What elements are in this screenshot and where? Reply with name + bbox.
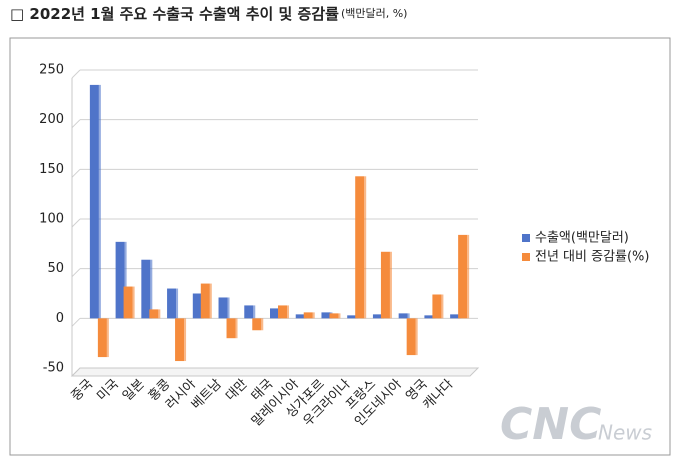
- y-tick-label: 150: [39, 162, 64, 177]
- x-tick-label: 베트남: [189, 377, 225, 413]
- bar: [347, 315, 357, 319]
- grid-line: [71, 119, 81, 129]
- x-tick-label: 중국: [69, 377, 97, 405]
- x-tick-label: 캐나다: [420, 377, 456, 413]
- bar-side: [227, 297, 230, 319]
- legend-swatch: [522, 253, 530, 261]
- bar-side: [235, 318, 238, 339]
- y-tick-label: 0: [56, 311, 64, 326]
- y-tick-label: 100: [39, 212, 64, 227]
- watermark-main: CNC: [500, 399, 601, 450]
- bar: [380, 251, 390, 319]
- y-tick-label: 200: [39, 112, 64, 127]
- title-unit: (백만달러, %): [341, 7, 408, 20]
- grid-line: [71, 268, 81, 278]
- bar-side: [124, 241, 127, 319]
- grid-line: [71, 168, 81, 178]
- chart-title: □ 2022년 1월 주요 수출국 수출액 추이 및 증감률 (백만달러, %): [10, 5, 407, 23]
- bar-side: [209, 283, 212, 319]
- legend-label: 전년 대비 증감률(%): [535, 250, 649, 265]
- bar: [192, 293, 202, 319]
- bar: [406, 318, 416, 356]
- grid-line: [71, 69, 81, 79]
- bar: [295, 314, 305, 319]
- bar-side: [176, 288, 179, 319]
- watermark-sub: News: [598, 421, 652, 445]
- bar: [424, 315, 434, 319]
- bar: [123, 286, 133, 319]
- bar-side: [150, 259, 153, 319]
- bar-side: [389, 251, 392, 319]
- bar: [329, 313, 339, 319]
- bar: [244, 305, 254, 319]
- bar-side: [467, 234, 470, 319]
- grid-line: [71, 218, 81, 228]
- x-tick-label: 일본: [120, 377, 148, 405]
- bar: [303, 312, 313, 319]
- bar: [252, 318, 262, 331]
- bar: [355, 176, 365, 319]
- bar: [175, 318, 185, 362]
- bar-side: [106, 318, 109, 358]
- bar-side: [338, 313, 341, 319]
- bar: [97, 318, 107, 358]
- bar-side: [415, 318, 418, 356]
- watermark: CNC News: [500, 399, 652, 450]
- bar-side: [407, 313, 410, 319]
- bar: [398, 313, 408, 319]
- bar: [141, 259, 151, 319]
- bar-side: [98, 84, 101, 319]
- bar-side: [287, 305, 289, 319]
- bar-side: [261, 318, 264, 331]
- chart-frame: [9, 37, 671, 456]
- bar-side: [312, 312, 315, 319]
- bar: [115, 241, 125, 319]
- bar-side: [158, 309, 161, 319]
- bar: [372, 314, 382, 319]
- title-main: □ 2022년 1월 주요 수출국 수출액 추이 및 증감률: [10, 5, 339, 23]
- x-tick-label: 대만: [223, 377, 251, 405]
- bar-side: [132, 286, 135, 319]
- legend-swatch: [522, 234, 530, 242]
- x-tick-label: 미국: [94, 377, 122, 405]
- bar: [167, 288, 177, 319]
- grid-line: [71, 317, 81, 327]
- bar-side: [364, 176, 367, 319]
- bar: [270, 308, 279, 319]
- bar: [321, 312, 331, 319]
- bar: [200, 283, 210, 319]
- bar: [149, 309, 159, 319]
- y-tick-label: 50: [47, 261, 64, 276]
- bar-side: [253, 305, 256, 319]
- bar: [226, 318, 236, 339]
- bar-side: [441, 294, 444, 319]
- legend-label: 수출액(백만달러): [535, 231, 629, 246]
- bar: [458, 234, 468, 319]
- y-tick-label: -50: [43, 361, 64, 376]
- bar: [218, 297, 228, 319]
- floor: [70, 367, 480, 377]
- bar: [450, 314, 460, 319]
- bar-side: [184, 318, 187, 362]
- bar: [89, 84, 99, 319]
- y-tick-label: 250: [39, 63, 64, 78]
- bar: [278, 305, 287, 319]
- bar: [432, 294, 442, 319]
